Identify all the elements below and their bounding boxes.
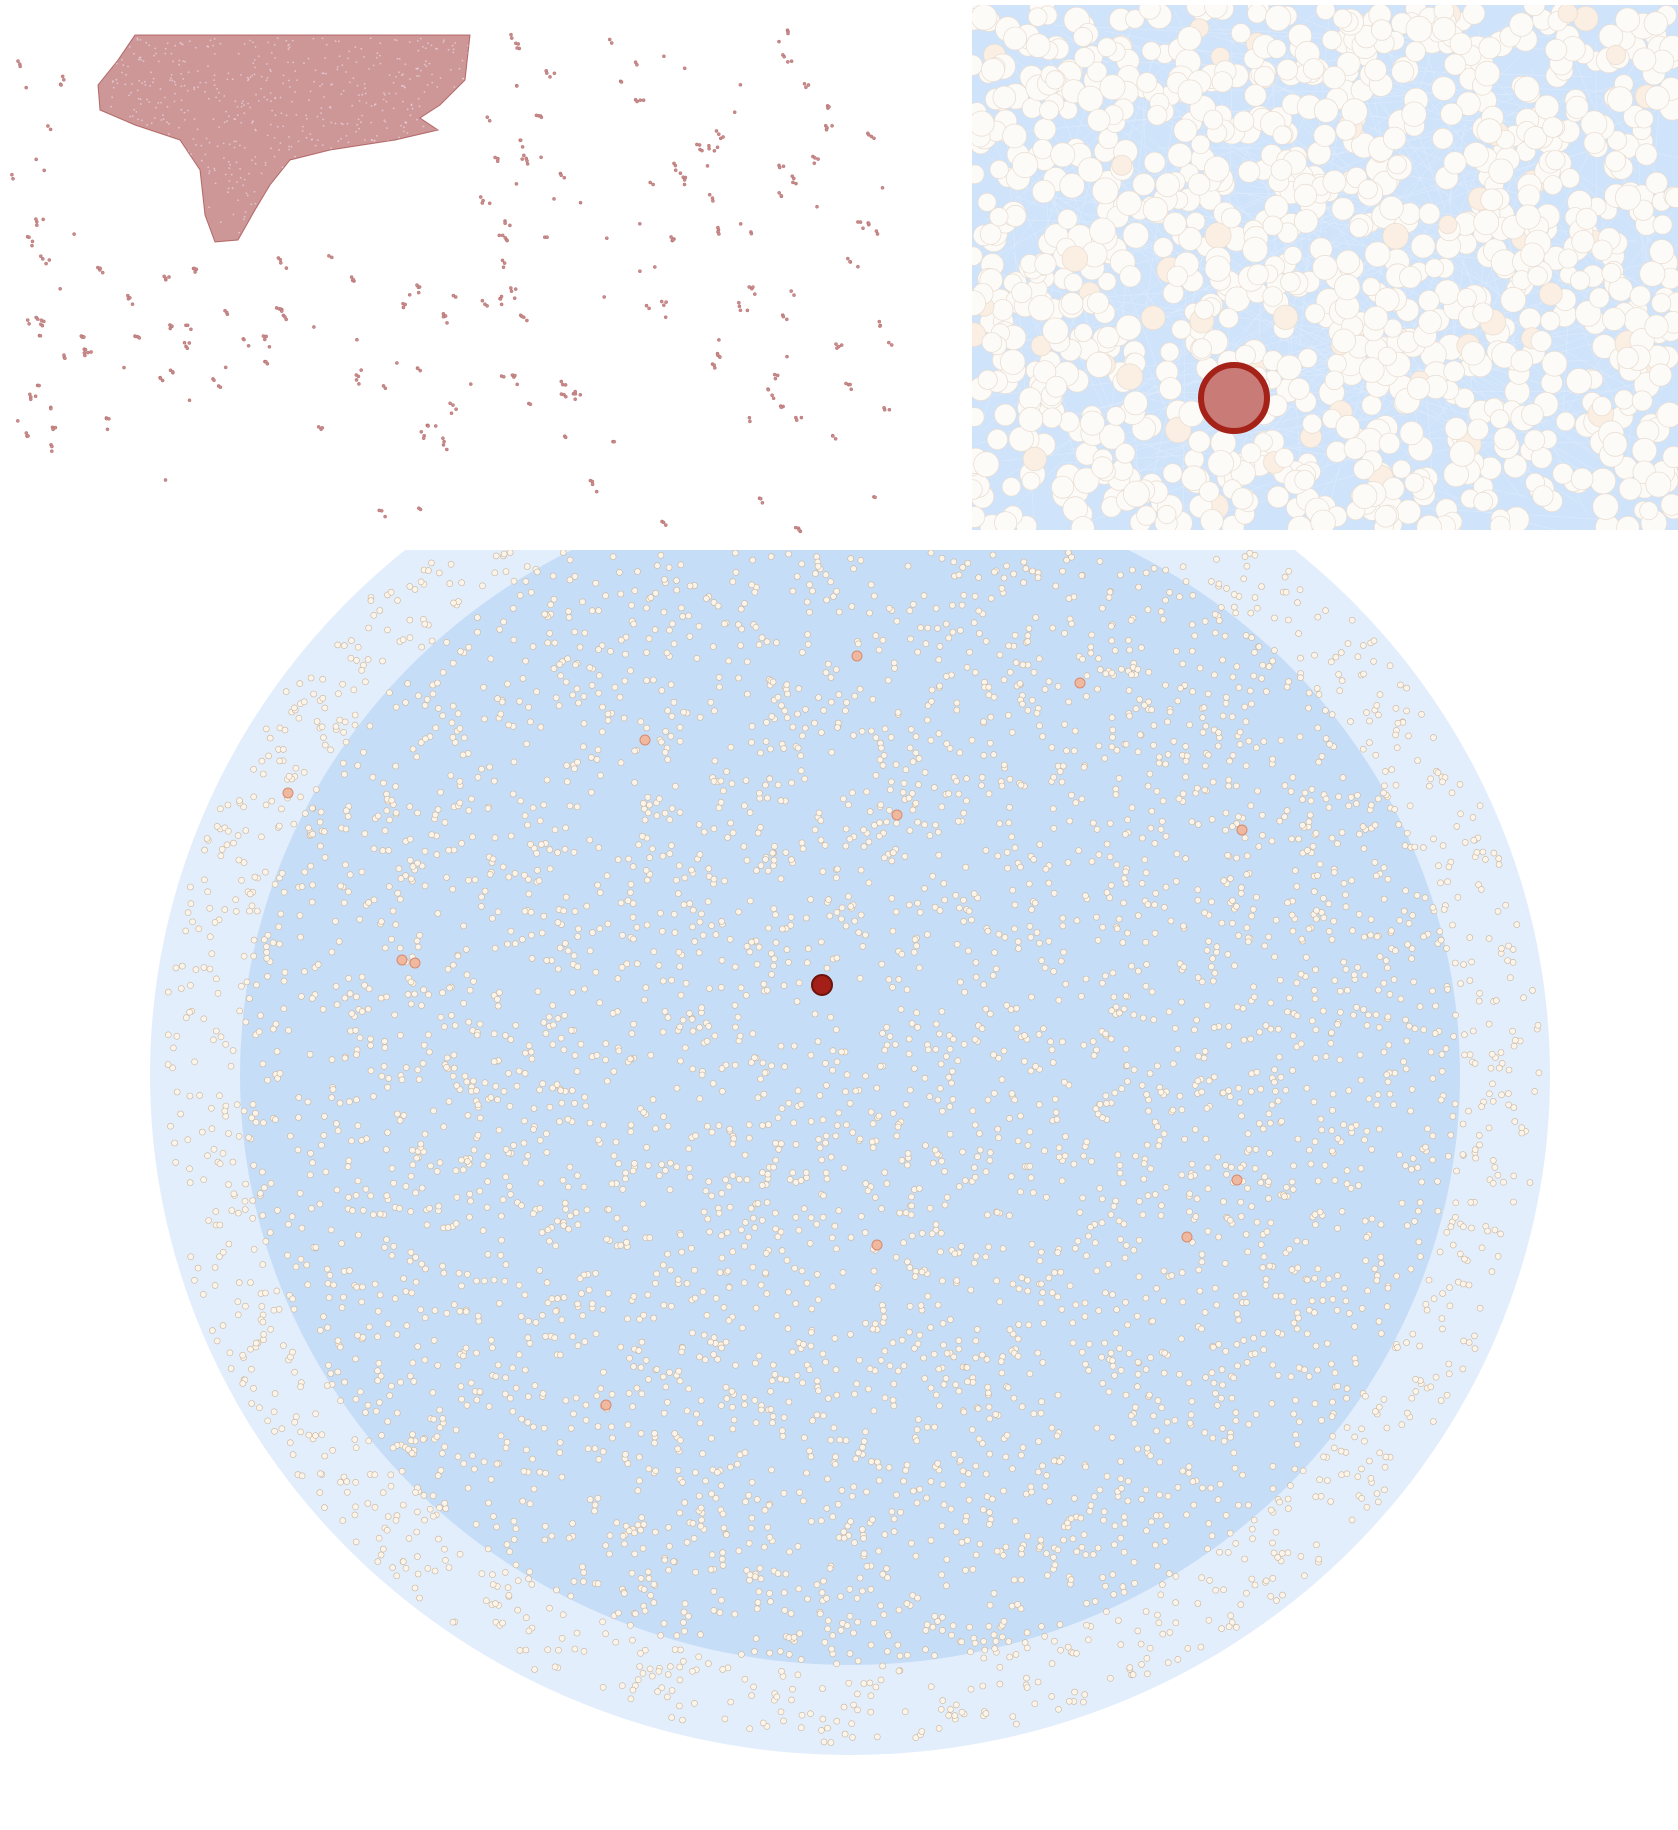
- highlighted-hub-node-icon: [1198, 362, 1270, 434]
- full-network-panel: [120, 550, 1580, 1830]
- edge-mass: [240, 550, 1460, 1665]
- zoom-detail-panel: [972, 5, 1678, 530]
- secondary-hubs: [282, 650, 1248, 1411]
- overview-network: [10, 28, 894, 534]
- main-cluster: [98, 35, 470, 242]
- highlighted-hub-node-icon: [811, 974, 833, 996]
- nodes: [164, 550, 1543, 1746]
- overview-panel: [0, 0, 960, 540]
- full-network-graph: [150, 550, 1550, 1755]
- small-components: [10, 28, 894, 534]
- zoom-detail-network: [972, 5, 1678, 530]
- main-cluster: [97, 34, 471, 243]
- nodes: [972, 5, 1678, 530]
